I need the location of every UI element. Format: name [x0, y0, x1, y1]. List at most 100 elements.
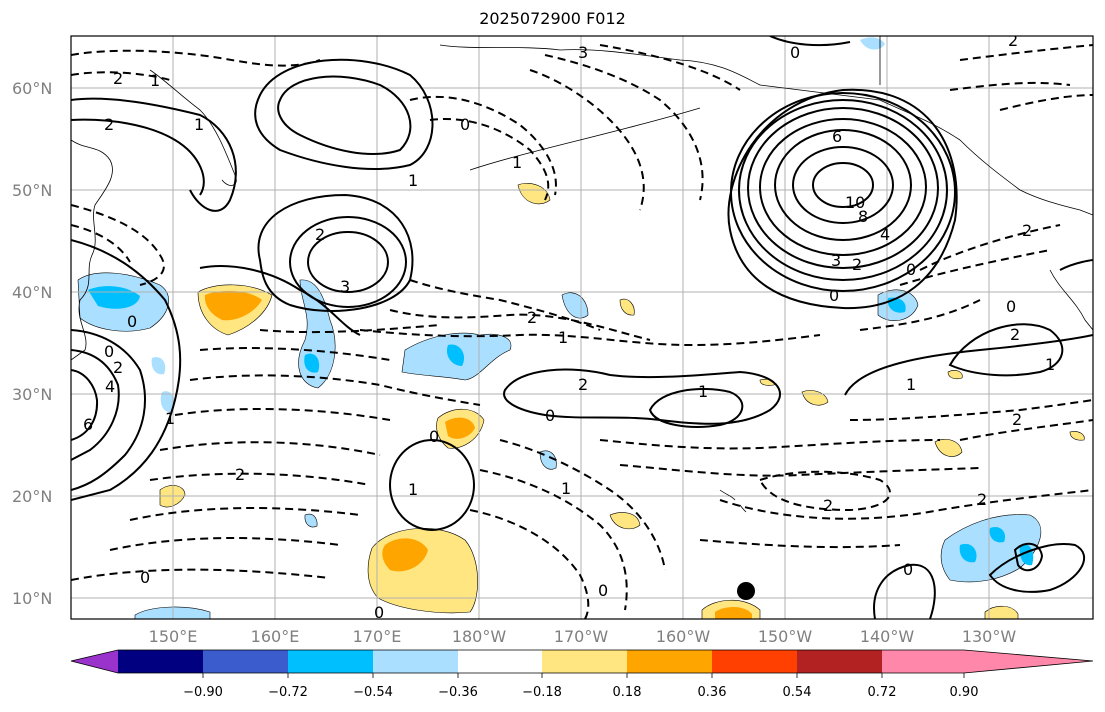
colorbar-segment	[373, 650, 458, 673]
contour-label: 0	[598, 581, 608, 600]
lon-label: 140°W	[860, 627, 915, 646]
contour-label: 0	[906, 260, 916, 279]
contour-label: 2	[113, 69, 123, 88]
contour-ring	[774, 129, 912, 241]
colorbar-label: −0.54	[353, 685, 393, 700]
lon-label: 180°W	[452, 627, 507, 646]
contour-line	[919, 224, 1061, 271]
colorbar-outline	[70, 649, 1094, 674]
map-frame	[70, 35, 1094, 620]
solid-contours	[71, 36, 1093, 619]
contour-line	[499, 439, 666, 571]
contour-ring	[759, 118, 927, 256]
contour-label: 2	[977, 490, 987, 509]
contour-label: 3	[831, 251, 841, 270]
contour-label: 1	[1045, 355, 1055, 374]
contour-ring	[389, 439, 475, 531]
contour-line	[544, 54, 704, 201]
contour-line	[409, 95, 557, 196]
contour-line	[71, 329, 146, 491]
shading-patches	[77, 37, 1085, 619]
contour-label: 0	[903, 560, 913, 579]
contour-label: 0	[829, 286, 839, 305]
contour-label: 2	[1008, 31, 1018, 50]
asia-coastline	[71, 139, 113, 361]
contour-label: 4	[105, 377, 115, 396]
light-blue-patch	[860, 37, 885, 50]
alaska-coastline	[439, 44, 1093, 216]
contour-line	[71, 224, 131, 263]
contour-line	[899, 249, 1051, 286]
contour-label: 1	[698, 382, 708, 401]
gridlines	[71, 36, 1093, 619]
contour-line	[769, 36, 851, 47]
contour-line	[503, 368, 781, 425]
lat-label: 40°N	[12, 283, 52, 302]
contour-line	[174, 407, 391, 421]
contour-line	[109, 537, 341, 551]
contour-label: 2	[315, 225, 325, 244]
contour-ring	[747, 107, 939, 269]
blue-patch	[989, 526, 1006, 543]
contour-line	[359, 329, 821, 347]
contour-line	[199, 265, 361, 336]
contour-line	[873, 563, 936, 619]
contour-label: 0	[460, 115, 470, 134]
contour-line	[648, 388, 744, 428]
contour-line	[257, 193, 414, 312]
lon-label: 150°W	[758, 627, 813, 646]
contour-line	[959, 419, 1093, 441]
contour-line	[259, 324, 441, 334]
contour-line	[254, 58, 434, 170]
contour-line	[479, 469, 628, 611]
lon-label: 160°E	[251, 627, 300, 646]
lon-label: 130°W	[962, 627, 1017, 646]
contour-line	[699, 539, 901, 549]
contour-label: 3	[340, 277, 350, 296]
coastlines	[71, 36, 1093, 513]
yellow-patch	[984, 605, 1019, 619]
contour-line	[719, 489, 1093, 520]
contour-ring	[289, 216, 407, 308]
contour-line	[844, 334, 1093, 396]
colorbar-ticks	[202, 673, 965, 678]
contour-label: 0	[140, 568, 150, 587]
contour-line	[599, 44, 741, 91]
contour-ring	[307, 231, 389, 293]
contour-label: 1	[150, 71, 160, 90]
contour-label: 8	[858, 207, 868, 226]
contour-line	[149, 472, 371, 486]
plot-area: 2 1 0 1 2 3 1 6 10 8 4 3 2 0 0 2 1 2 0 1…	[71, 31, 1093, 619]
aleutian-islands	[469, 107, 701, 171]
contour-line	[71, 97, 237, 212]
contour-line	[71, 49, 321, 67]
colorbar-segment	[627, 650, 712, 673]
contour-label: 2	[527, 308, 537, 327]
contour-line	[727, 88, 958, 310]
latitude-labels: 60°N 50°N 40°N 30°N 20°N 10°N	[12, 79, 52, 608]
contour-line	[949, 81, 1071, 91]
lon-label: 170°E	[353, 627, 402, 646]
contour-label: 2	[823, 496, 833, 515]
contour-label: 2	[113, 358, 123, 377]
contour-line	[999, 94, 1093, 111]
colorbar-segment	[712, 650, 797, 673]
north-america-coastline	[1049, 269, 1093, 331]
contour-line	[129, 507, 361, 521]
contour-line	[71, 369, 99, 441]
contour-label: 2	[1012, 410, 1022, 429]
colorbar-segment	[882, 650, 964, 673]
contour-label: 2	[852, 255, 862, 274]
lat-label: 50°N	[12, 181, 52, 200]
contour-line	[71, 204, 165, 286]
contour-line	[619, 464, 981, 477]
map-title: 2025072900 F012	[479, 9, 626, 28]
lat-label: 20°N	[12, 487, 52, 506]
colorbar-segment	[71, 650, 118, 673]
contour-label: 4	[880, 225, 890, 244]
colorbar-segment	[458, 650, 542, 673]
contour-line	[71, 568, 331, 581]
contour-line	[1013, 542, 1044, 572]
contour-line	[849, 399, 1093, 421]
